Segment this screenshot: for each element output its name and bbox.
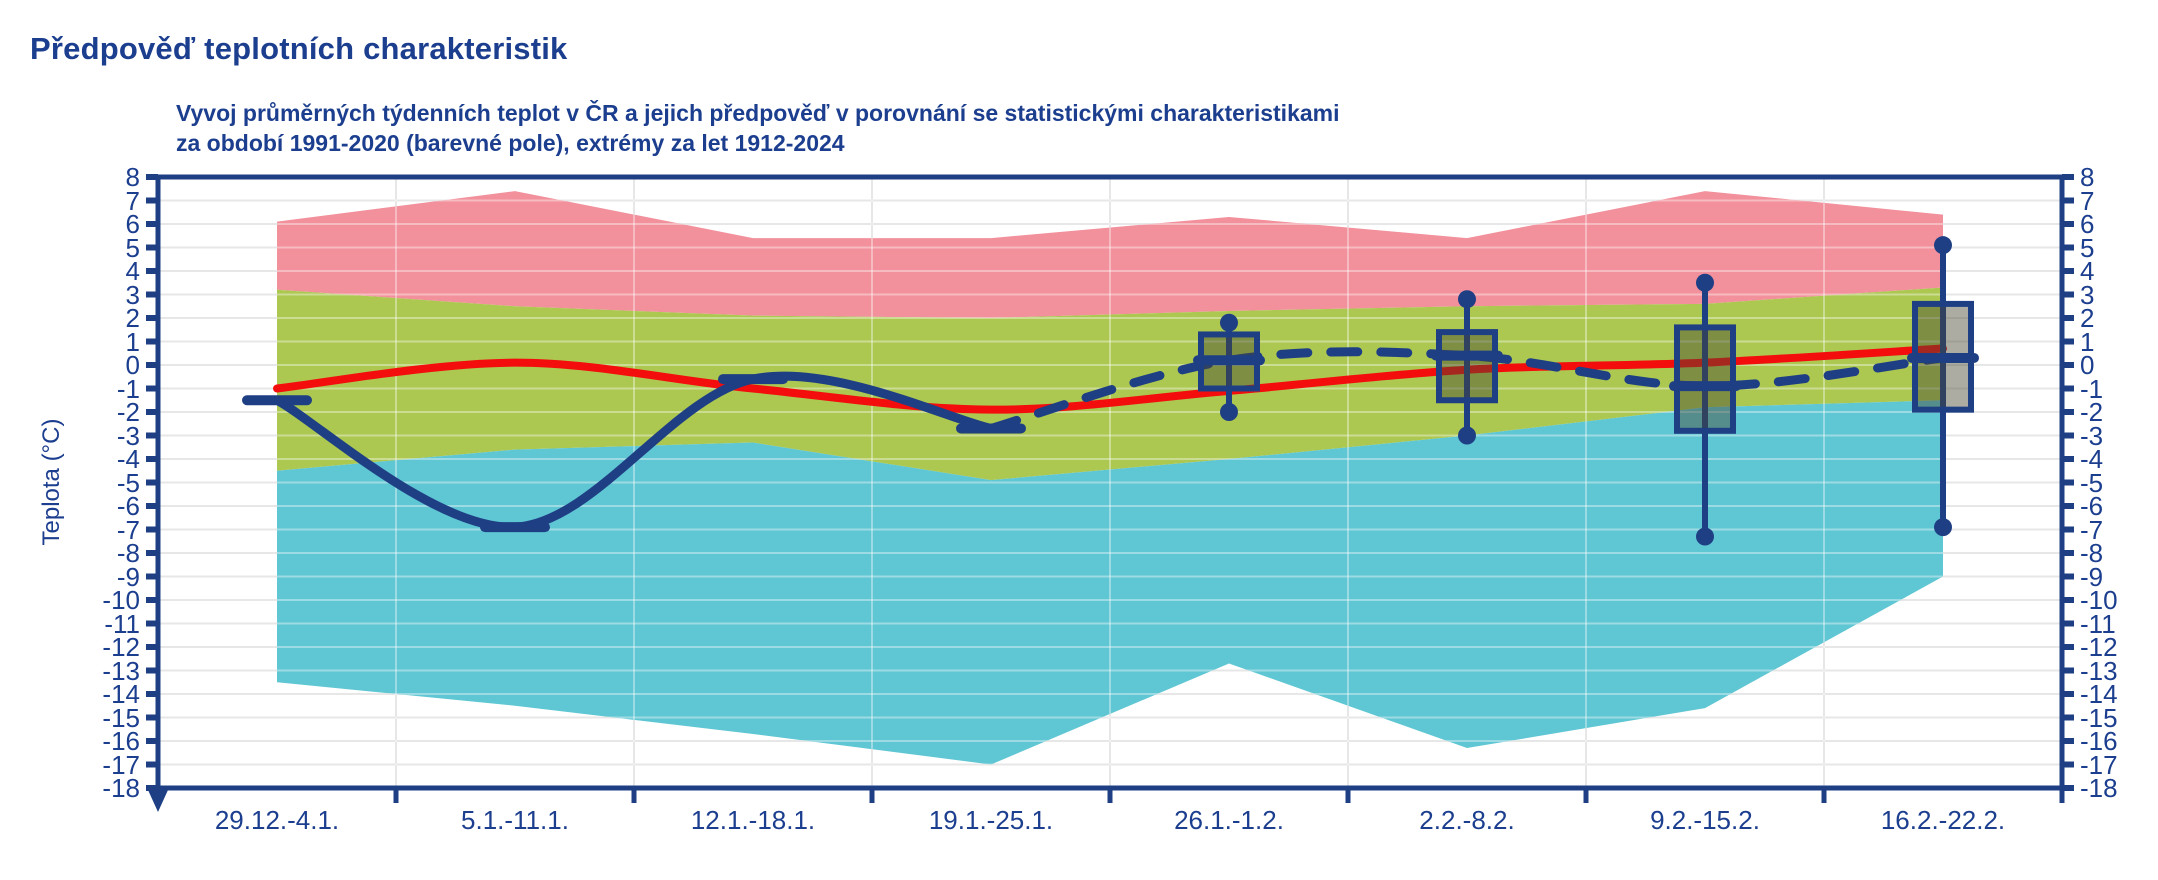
band-above-normal xyxy=(277,191,1943,318)
x-tick-label: 29.12.-4.1. xyxy=(214,805,340,835)
y-tick-label-right: -18 xyxy=(2080,773,2118,803)
y-tick-label-right: -1 xyxy=(2080,373,2104,404)
y-tick-label-right: 0 xyxy=(2080,350,2095,380)
y-tick-label-right: 4 xyxy=(2080,256,2095,286)
y-tick-label-right: 7 xyxy=(2080,185,2095,216)
y-tick-label-left: -11 xyxy=(104,608,140,639)
y-tick-label-left: -18 xyxy=(102,773,140,803)
axis-arrow-down xyxy=(148,790,168,812)
y-tick-label-left: -2 xyxy=(116,397,140,427)
y-tick-label-left: 8 xyxy=(125,162,140,192)
y-tick-label-right: 8 xyxy=(2080,162,2095,192)
y-tick-label-right: -12 xyxy=(2080,632,2118,662)
y-tick-label-left: -13 xyxy=(102,655,140,686)
y-tick-label-left: -12 xyxy=(102,632,140,662)
whisker-max-dot xyxy=(1220,313,1238,332)
y-tick-label-right: -9 xyxy=(2080,561,2104,592)
chart-subtitle-line2: za období 1991-2020 (barevné pole), extr… xyxy=(176,130,845,156)
y-tick-label-right: -11 xyxy=(2080,608,2116,639)
whisker-max-dot xyxy=(1458,290,1476,309)
y-tick-label-right: -17 xyxy=(2080,749,2118,780)
y-tick-label-left: -1 xyxy=(116,373,140,404)
y-tick-label-left: 6 xyxy=(125,209,140,239)
y-tick-label-right: -16 xyxy=(2080,726,2118,756)
y-tick-label-left: -16 xyxy=(102,726,140,756)
y-tick-label-right: -5 xyxy=(2080,467,2104,498)
x-tick-label: 26.1.-1.2. xyxy=(1174,805,1284,835)
whisker-max-dot xyxy=(1934,236,1952,255)
y-tick-label-left: 5 xyxy=(125,232,140,263)
y-tick-label-right: -2 xyxy=(2080,397,2104,427)
y-tick-label-right: 6 xyxy=(2080,209,2095,239)
page-title: Předpověď teplotních charakteristik xyxy=(30,30,568,66)
x-tick-label: 2.2.-8.2. xyxy=(1419,805,1515,835)
observed-line xyxy=(272,371,996,532)
whisker-max-dot xyxy=(1696,273,1714,292)
y-tick-label-left: -9 xyxy=(116,561,140,592)
whisker-min-dot xyxy=(1458,426,1476,445)
y-tick-label-right: 2 xyxy=(2080,303,2095,333)
y-tick-label-left: -5 xyxy=(116,467,140,498)
y-tick-label-left: -4 xyxy=(116,444,140,474)
y-tick-label-right: -15 xyxy=(2080,702,2118,733)
y-tick-label-right: -6 xyxy=(2080,491,2104,521)
whisker-min-dot xyxy=(1934,518,1952,537)
y-tick-label-right: -7 xyxy=(2080,514,2104,545)
whisker-min-dot xyxy=(1220,403,1238,421)
y-tick-label-left: -7 xyxy=(116,514,140,545)
whisker-min-dot xyxy=(1696,527,1714,546)
y-tick-label-right: -10 xyxy=(2080,585,2118,615)
y-tick-label-left: 3 xyxy=(125,279,140,310)
y-tick-label-left: -10 xyxy=(102,585,140,615)
y-tick-label-right: 5 xyxy=(2080,232,2095,263)
y-tick-label-right: 1 xyxy=(2080,326,2095,357)
chart-subtitle-line1: Vyvoj průměrných týdenních teplot v ČR a… xyxy=(176,100,1340,126)
y-tick-label-left: 1 xyxy=(125,326,140,357)
forecast-box xyxy=(1436,329,1498,404)
y-tick-label-left: 4 xyxy=(125,256,140,286)
y-tick-label-left: 7 xyxy=(125,185,140,216)
y-tick-label-left: -14 xyxy=(102,679,140,709)
y-tick-label-right: -13 xyxy=(2080,655,2118,686)
y-tick-label-right: 3 xyxy=(2080,279,2095,310)
y-tick-label-left: -17 xyxy=(102,749,140,780)
x-tick-label: 5.1.-11.1. xyxy=(461,805,569,835)
y-tick-label-right: -8 xyxy=(2080,538,2104,568)
x-tick-label: 12.1.-18.1. xyxy=(690,805,816,835)
x-tick-label: 19.1.-25.1. xyxy=(928,805,1054,835)
y-tick-label-right: -14 xyxy=(2080,679,2118,709)
chart-subtitle: Vyvoj průměrných týdenních teplot v ČR a… xyxy=(176,98,1340,158)
band-below-normal xyxy=(277,400,1943,765)
y-tick-label-left: 0 xyxy=(125,350,140,380)
y-tick-label-left: -6 xyxy=(116,491,140,521)
y-tick-label-right: -3 xyxy=(2080,420,2104,451)
y-tick-label-left: 2 xyxy=(125,303,140,333)
band-normal xyxy=(277,287,1943,481)
forecast-box xyxy=(1674,324,1736,434)
y-tick-label-left: -3 xyxy=(116,420,140,451)
y-tick-label-right: -4 xyxy=(2080,444,2104,474)
x-tick-label: 16.2.-22.2. xyxy=(1880,805,2006,835)
y-tick-label-left: -15 xyxy=(102,702,140,733)
x-tick-label: 9.2.-15.2. xyxy=(1650,805,1760,835)
y-axis-title: Teplota (°C) xyxy=(38,418,65,546)
y-tick-label-left: -8 xyxy=(116,538,140,568)
forecast-line xyxy=(986,347,1948,433)
